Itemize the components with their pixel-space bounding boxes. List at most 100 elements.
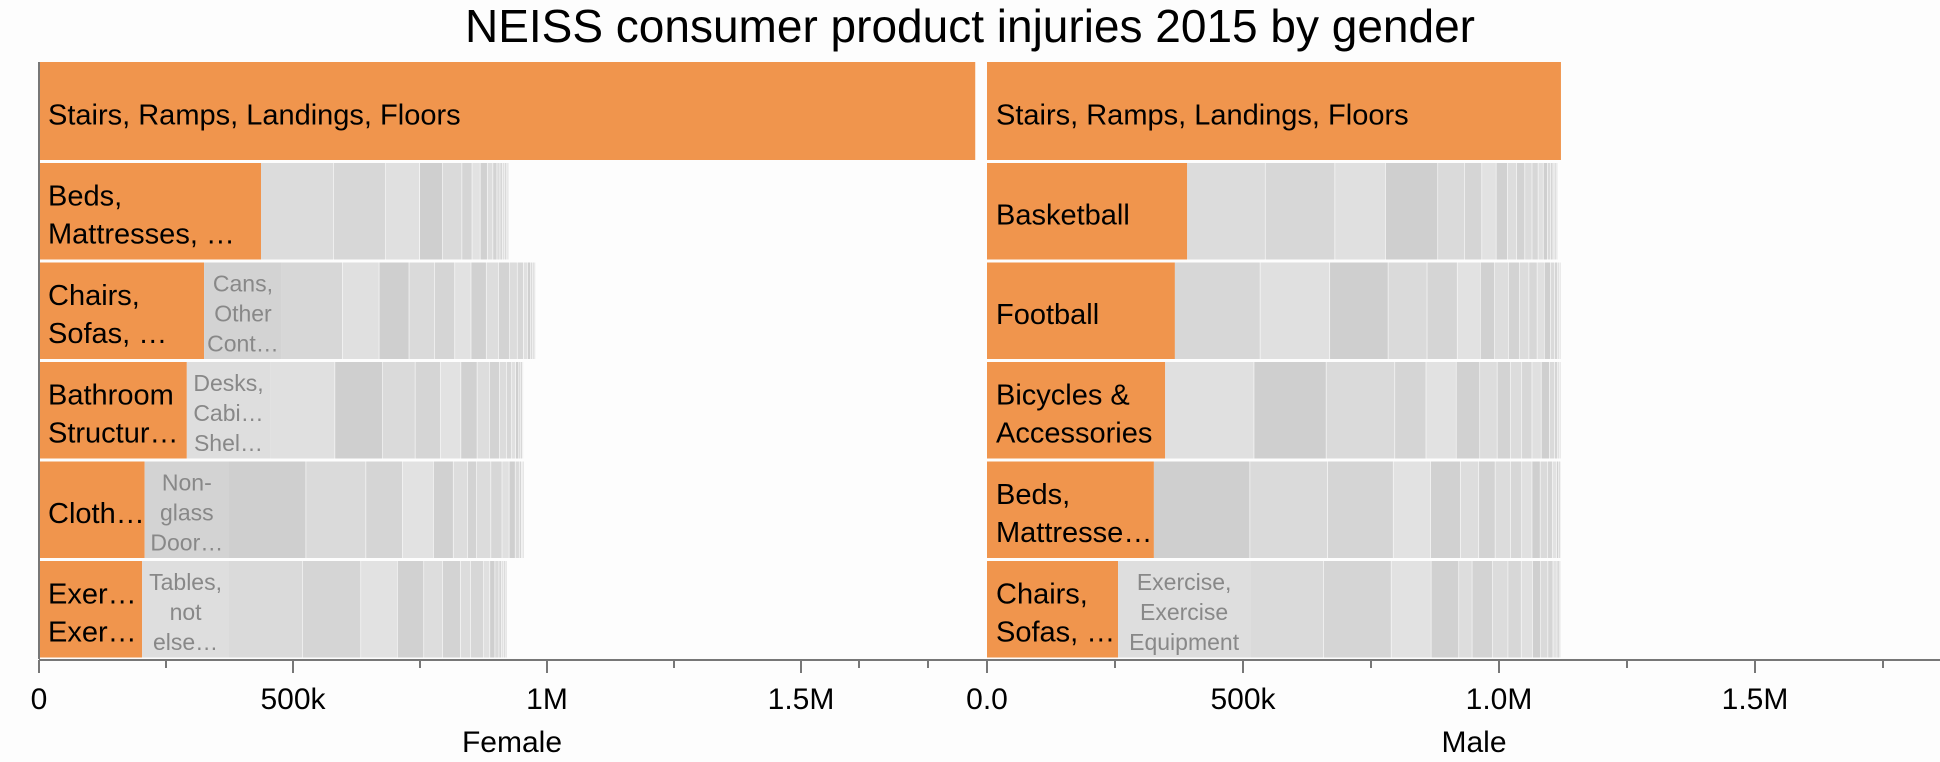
bar-segment[interactable] (415, 362, 441, 459)
bar-segment[interactable] (1540, 461, 1548, 559)
bar-segment[interactable] (497, 163, 500, 260)
bar-segment[interactable] (1385, 163, 1438, 260)
bar-segment[interactable] (1554, 362, 1558, 459)
bar-segment[interactable] (1550, 262, 1555, 360)
bar-segment[interactable] (493, 163, 497, 260)
bar-highlight[interactable] (39, 461, 145, 559)
bar-segment[interactable] (1516, 163, 1525, 260)
bar-segment[interactable] (530, 262, 533, 360)
bar-segment[interactable] (517, 262, 524, 360)
bar-segment[interactable] (519, 461, 521, 559)
bar-segment[interactable] (260, 163, 334, 260)
bar-segment[interactable] (306, 461, 366, 559)
bar-segment[interactable] (504, 163, 506, 260)
bar-segment[interactable] (1508, 561, 1521, 658)
bar-segment[interactable] (1391, 561, 1431, 658)
bar-segment[interactable] (1494, 262, 1509, 360)
bar-highlight[interactable] (39, 362, 187, 459)
bar-segment[interactable] (505, 561, 506, 658)
bar-segment[interactable] (498, 262, 510, 360)
bar-segment[interactable] (1153, 461, 1250, 559)
bar-segment[interactable] (455, 262, 471, 360)
bar-segment[interactable] (1558, 461, 1561, 559)
bar-segment[interactable] (281, 262, 343, 360)
bar-segment[interactable] (1508, 262, 1520, 360)
bar-segment[interactable] (527, 262, 531, 360)
bar-segment[interactable] (1559, 262, 1561, 360)
bar-highlight[interactable] (987, 362, 1166, 459)
bar-segment[interactable] (1548, 561, 1553, 658)
bar-segment[interactable] (1254, 362, 1326, 459)
bar-segment[interactable] (1438, 163, 1465, 260)
bar-segment[interactable] (1556, 461, 1559, 559)
bar-segment[interactable] (461, 362, 477, 459)
bar-segment[interactable] (471, 262, 486, 360)
bar-segment[interactable] (506, 362, 512, 459)
bar-segment[interactable] (1519, 262, 1529, 360)
bar-segment[interactable] (442, 561, 461, 658)
bar-segment[interactable] (379, 262, 409, 360)
bar-segment[interactable] (1464, 163, 1482, 260)
bar-segment[interactable] (1507, 163, 1517, 260)
bar-segment[interactable] (1430, 461, 1460, 559)
bar-segment[interactable] (1510, 362, 1522, 459)
bar-segment[interactable] (499, 362, 507, 459)
bar-segment[interactable] (1553, 561, 1557, 658)
bar-segment[interactable] (1250, 561, 1324, 658)
bar-highlight[interactable] (987, 262, 1175, 360)
bar-segment[interactable] (487, 163, 493, 260)
bar-segment[interactable] (1260, 262, 1330, 360)
bar-segment[interactable] (1457, 262, 1480, 360)
bar-segment[interactable] (1557, 561, 1559, 658)
bar-segment[interactable] (1532, 163, 1538, 260)
bar-segment[interactable] (335, 362, 383, 459)
bar-segment[interactable] (460, 561, 471, 658)
bar-segment[interactable] (228, 461, 306, 559)
bar-segment[interactable] (228, 561, 303, 658)
bar-segment-labeled[interactable] (1118, 561, 1251, 658)
bar-segment[interactable] (385, 163, 420, 260)
bar-segment[interactable] (397, 561, 424, 658)
bar-segment[interactable] (1250, 461, 1328, 559)
bar-segment[interactable] (1323, 561, 1391, 658)
bar-segment-labeled[interactable] (204, 262, 282, 360)
bar-segment[interactable] (486, 262, 499, 360)
bar-segment[interactable] (1537, 262, 1544, 360)
bar-segment[interactable] (516, 362, 519, 459)
bar-segment[interactable] (490, 561, 495, 658)
bar-segment[interactable] (1532, 461, 1540, 559)
bar-segment[interactable] (424, 561, 443, 658)
bar-segment[interactable] (1479, 461, 1495, 559)
bar-segment[interactable] (1543, 163, 1548, 260)
bar-segment[interactable] (1187, 163, 1265, 260)
bar-segment[interactable] (342, 262, 379, 360)
bar-segment[interactable] (489, 362, 500, 459)
bar-segment[interactable] (1510, 461, 1522, 559)
bar-segment[interactable] (470, 561, 484, 658)
bar-segment[interactable] (508, 163, 509, 260)
bar-segment[interactable] (491, 461, 502, 559)
bar-segment[interactable] (523, 461, 524, 559)
bar-segment[interactable] (1549, 362, 1555, 459)
bar-highlight[interactable] (987, 163, 1188, 260)
bar-segment[interactable] (433, 461, 453, 559)
bar-segment[interactable] (509, 461, 515, 559)
bar-segment[interactable] (1552, 461, 1557, 559)
bar-segment-labeled[interactable] (142, 561, 229, 658)
bar-segment[interactable] (521, 362, 523, 459)
bar-highlight[interactable] (39, 163, 261, 260)
bar-segment[interactable] (1557, 262, 1560, 360)
bar-segment[interactable] (382, 362, 415, 459)
bar-segment[interactable] (270, 362, 335, 459)
bar-segment-labeled[interactable] (144, 461, 229, 559)
bar-segment[interactable] (440, 362, 461, 459)
bar-segment[interactable] (476, 461, 491, 559)
bar-segment[interactable] (502, 461, 509, 559)
bar-segment[interactable] (1525, 163, 1532, 260)
bar-segment[interactable] (1480, 262, 1495, 360)
bar-segment[interactable] (402, 461, 434, 559)
bar-segment-labeled[interactable] (186, 362, 271, 459)
bar-segment[interactable] (509, 262, 517, 360)
bar-segment[interactable] (462, 163, 472, 260)
bar-segment[interactable] (434, 262, 455, 360)
